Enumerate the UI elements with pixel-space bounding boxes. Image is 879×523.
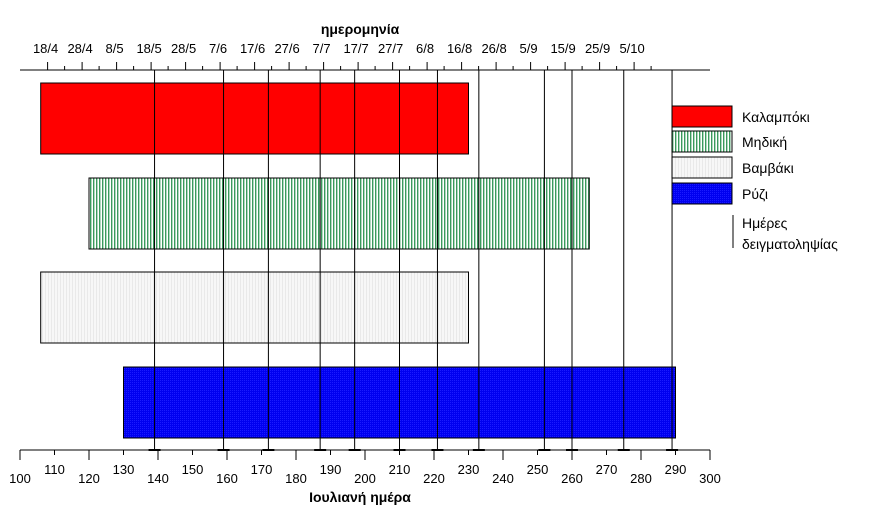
bar-2: [40, 271, 469, 344]
top-tick-label-11: 6/8: [416, 41, 434, 56]
legend-label-0: Καλαμπόκι: [742, 109, 810, 125]
top-tick-label-15: 15/9: [550, 41, 575, 56]
bottom-major-label-6: 220: [423, 471, 445, 486]
bars-group: [40, 82, 676, 439]
top-axis-title: ημερομηνία: [321, 21, 400, 37]
bottom-minor-label-3: 170: [251, 462, 273, 477]
top-tick-label-13: 26/8: [481, 41, 506, 56]
bar-1: [88, 177, 590, 250]
legend-swatch-0: [671, 105, 733, 128]
bottom-major-label-9: 280: [630, 471, 652, 486]
bottom-major-label-4: 180: [285, 471, 307, 486]
top-tick-label-5: 7/6: [209, 41, 227, 56]
top-tick-label-0: 18/4: [33, 41, 58, 56]
bottom-minor-label-1: 130: [113, 462, 135, 477]
bottom-major-label-7: 240: [492, 471, 514, 486]
top-tick-label-8: 7/7: [313, 41, 331, 56]
top-tick-label-6: 17/6: [240, 41, 265, 56]
legend-label-2: Βαμβάκι: [742, 160, 794, 176]
legend-label-3: Ρύζι: [742, 186, 768, 202]
top-tick-label-7: 27/6: [274, 41, 299, 56]
legend-label-1: Μηδική: [742, 134, 787, 150]
top-tick-label-4: 28/5: [171, 41, 196, 56]
bottom-minor-label-9: 290: [665, 462, 687, 477]
bottom-minor-label-8: 270: [596, 462, 618, 477]
legend-swatch-3: [671, 182, 733, 205]
top-tick-label-14: 5/9: [520, 41, 538, 56]
legend-sampling-label-2: δειγματοληψίας: [742, 236, 838, 252]
top-axis: 18/4 28/4 8/5 18/5 28/5 7/6 17/6 27/6 7/7 17/7 27/…: [20, 41, 710, 71]
top-tick-label-9: 17/7: [343, 41, 368, 56]
legend-swatch-1: [671, 130, 733, 153]
top-tick-label-16: 25/9: [585, 41, 610, 56]
bottom-minor-label-6: 230: [458, 462, 480, 477]
bottom-minor-label-5: 210: [389, 462, 411, 477]
top-tick-label-17: 5/10: [619, 41, 644, 56]
bottom-minor-label-2: 150: [182, 462, 204, 477]
top-tick-label-3: 18/5: [136, 41, 161, 56]
bottom-major-label-0: 100: [9, 471, 31, 486]
bottom-minor-label-7: 250: [527, 462, 549, 477]
bottom-major-label-3: 160: [216, 471, 238, 486]
top-tick-label-1: 28/4: [67, 41, 92, 56]
bottom-minor-label-0: 110: [44, 462, 65, 477]
bottom-axis-title: Ιουλιανή ημέρα: [309, 489, 411, 505]
bottom-major-label-5: 200: [354, 471, 376, 486]
legend-sampling-label-1: Ημέρες: [742, 215, 788, 231]
sampling-lines-group: [148, 70, 679, 451]
legend: Καλαμπόκι Μηδική Βαμβάκι Ρύζι Ημέρες δειγματο…: [671, 105, 838, 252]
bottom-axis: 100 120 140 160 180 200 220 240 260 280 300 110 130 1…: [9, 449, 721, 486]
bottom-major-label-1: 120: [78, 471, 100, 486]
bar-0: [40, 82, 469, 155]
bottom-major-label-2: 140: [147, 471, 169, 486]
top-tick-label-2: 8/5: [106, 41, 124, 56]
bottom-major-label-10: 300: [699, 471, 721, 486]
bottom-major-label-8: 260: [561, 471, 583, 486]
legend-swatch-2: [671, 156, 733, 179]
bottom-minor-label-4: 190: [320, 462, 342, 477]
top-tick-label-12: 16/8: [447, 41, 472, 56]
top-tick-label-10: 27/7: [378, 41, 403, 56]
